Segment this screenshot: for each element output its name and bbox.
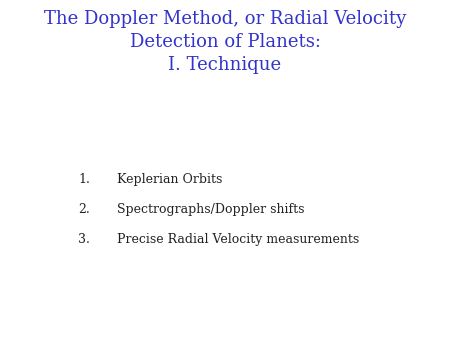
Text: Keplerian Orbits: Keplerian Orbits <box>117 173 222 186</box>
Text: 3.: 3. <box>78 234 90 246</box>
Text: Precise Radial Velocity measurements: Precise Radial Velocity measurements <box>117 234 359 246</box>
Text: 2.: 2. <box>78 203 90 216</box>
Text: Spectrographs/Doppler shifts: Spectrographs/Doppler shifts <box>117 203 305 216</box>
Text: 1.: 1. <box>78 173 90 186</box>
Text: The Doppler Method, or Radial Velocity
Detection of Planets:
I. Technique: The Doppler Method, or Radial Velocity D… <box>44 10 406 74</box>
